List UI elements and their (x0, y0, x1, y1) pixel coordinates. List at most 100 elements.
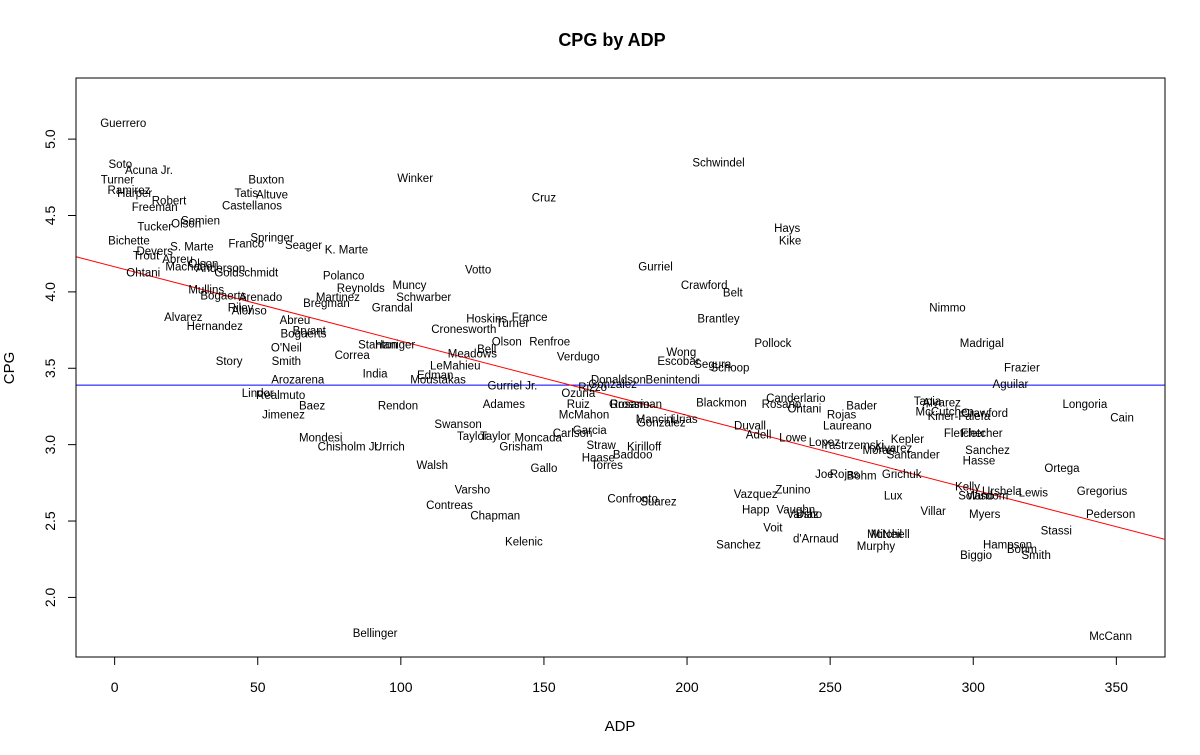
point-label: O'Neil (271, 342, 302, 354)
x-tick-label: 100 (389, 679, 413, 695)
point-label: Swanson (434, 419, 481, 431)
point-label: Vazquez (734, 489, 778, 501)
point-label: Story (216, 356, 243, 368)
point-label: Bogaerts (281, 329, 327, 341)
point-label: Carlson (553, 428, 593, 440)
point-label: Gregorius (1077, 486, 1128, 498)
point-label: Alvarez (874, 443, 913, 455)
point-label: Polanco (323, 271, 365, 283)
point-label: Devers (136, 246, 173, 258)
point-label: Lewis (1019, 488, 1049, 500)
point-label: Arenado (239, 292, 282, 304)
point-label: S. Marte (170, 242, 213, 254)
point-label: Aguilar (993, 379, 1029, 391)
point-label: Soto (109, 159, 133, 171)
point-label: Jimenez (262, 410, 305, 422)
point-label: Nimmo (929, 303, 965, 315)
point-label: Schwindel (692, 158, 744, 170)
point-label: Bregman (303, 298, 350, 310)
point-label: Mullins (188, 284, 224, 296)
point-label: Madrigal (960, 338, 1004, 350)
point-label: Robert (152, 196, 187, 208)
point-label: Pollock (754, 338, 791, 350)
point-label: Kelly (955, 481, 980, 493)
point-label: Grichuk (882, 469, 922, 481)
point-label: Urias (671, 414, 698, 426)
point-label: Seager (285, 240, 322, 252)
point-label: Cain (1110, 413, 1134, 425)
point-label: Moncada (515, 433, 563, 445)
point-label: Happ (742, 504, 770, 516)
point-label: Rendon (378, 400, 418, 412)
point-label: Murphy (857, 541, 896, 553)
point-label: Zunino (775, 484, 810, 496)
point-label: Edman (417, 370, 453, 382)
point-label: Schoop (710, 362, 749, 374)
point-label: Hoskins (466, 313, 507, 325)
point-label: Confronto (607, 494, 658, 506)
point-label: Crawford (961, 408, 1008, 420)
point-label: Straw (586, 440, 616, 452)
y-tick-label: 5.0 (42, 129, 58, 149)
point-label: Guerrero (100, 118, 146, 130)
point-label: Cronesworth (431, 324, 496, 336)
point-label: Fletcher (961, 428, 1003, 440)
y-tick-label: 4.0 (42, 282, 58, 302)
point-label: Turner (101, 174, 135, 186)
point-label: Voit (763, 523, 783, 535)
point-label: Rosario (610, 399, 650, 411)
point-label: Kirilloff (627, 442, 662, 454)
point-label: Mondesi (299, 433, 342, 445)
point-label: K. Marte (325, 245, 368, 257)
point-label: Kelenic (505, 536, 543, 548)
point-label: Acuna Jr. (125, 165, 173, 177)
point-label: Grandal (372, 303, 413, 315)
point-label: Benintendi (646, 374, 700, 386)
point-label: Torres (591, 460, 623, 472)
point-label: McNeil (867, 529, 902, 541)
point-label: Grossman (609, 399, 662, 411)
point-label: Baez (299, 400, 325, 412)
y-axis-label: CPG (1, 352, 18, 385)
x-tick-label: 300 (962, 679, 986, 695)
y-tick-label: 2.5 (42, 511, 58, 531)
x-tick-label: 0 (111, 679, 119, 695)
point-label: India (363, 368, 389, 380)
point-label: d'Arnaud (793, 533, 839, 545)
point-label: Anderson (196, 263, 245, 275)
point-label: Riley (228, 303, 254, 315)
point-label: Rizzo (578, 382, 607, 394)
point-label: Contreas (426, 500, 473, 512)
point-label: Gallo (531, 463, 558, 475)
point-label: Gurriel (638, 261, 673, 273)
point-label: Winker (397, 173, 433, 185)
point-label: Urshela (982, 486, 1022, 498)
point-label: Vaughn (776, 504, 815, 516)
point-label: Bryant (293, 326, 327, 338)
point-label: Lopez (809, 437, 841, 449)
point-label: Gonzalez (637, 417, 686, 429)
point-label: Semien (181, 216, 220, 228)
point-label: Rojas (827, 410, 857, 422)
point-label: Meadows (448, 349, 497, 361)
point-label: Myers (969, 509, 1001, 521)
point-label: Haniger (375, 339, 415, 351)
point-label: Biggio (960, 550, 992, 562)
point-label: Bell (477, 344, 496, 356)
y-tick-label: 3.5 (42, 358, 58, 378)
point-label: Harper (117, 188, 152, 200)
x-tick-label: 50 (250, 679, 266, 695)
point-label: Brantley (697, 313, 739, 325)
point-label: Tucker (137, 222, 172, 234)
point-label: Bohm (1007, 544, 1037, 556)
point-label: Bader (846, 400, 877, 412)
point-label: Hays (774, 223, 800, 235)
point-label: Hasse (963, 455, 996, 467)
point-label: Kepler (891, 434, 924, 446)
point-label: Chisholm Jr. (318, 442, 381, 454)
point-label: Mitchell (871, 529, 910, 541)
point-label: Hampson (983, 539, 1032, 551)
point-label: Laureano (823, 420, 872, 432)
point-label: Smith (1022, 550, 1051, 562)
